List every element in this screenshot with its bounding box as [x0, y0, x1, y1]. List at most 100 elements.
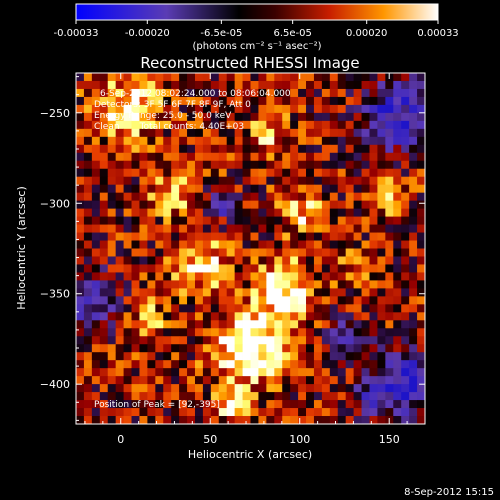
- heatmap-cell: [369, 184, 378, 194]
- heatmap-cell: [258, 232, 267, 241]
- heatmap-cell: [353, 168, 362, 178]
- heatmap-cell: [385, 392, 394, 401]
- heatmap-cell: [393, 360, 402, 369]
- heatmap-cell: [250, 144, 259, 154]
- heatmap-cell: [194, 80, 204, 90]
- heatmap-cell: [361, 104, 370, 114]
- heatmap-cell: [298, 112, 307, 122]
- heatmap-cell: [313, 336, 323, 345]
- heatmap-cell: [131, 304, 140, 313]
- heatmap-cell: [115, 80, 124, 90]
- heatmap-cell: [76, 232, 85, 241]
- heatmap-cell: [329, 280, 339, 289]
- heatmap-cell: [282, 136, 291, 146]
- heatmap-cell: [306, 336, 315, 345]
- heatmap-cell: [76, 376, 85, 385]
- heatmap-cell: [266, 360, 275, 369]
- heatmap-cell: [385, 320, 394, 329]
- heatmap-cell: [123, 128, 132, 138]
- heatmap-cell: [329, 176, 339, 186]
- heatmap-cell: [377, 384, 386, 393]
- heatmap-cell: [242, 192, 251, 202]
- heatmap-cell: [337, 232, 347, 241]
- heatmap-cell: [171, 400, 180, 409]
- heatmap-cell: [306, 256, 315, 265]
- heatmap-cell: [369, 216, 378, 225]
- heatmap-cell: [313, 216, 323, 225]
- heatmap-cell: [313, 272, 323, 281]
- heatmap-cell: [91, 320, 101, 329]
- heatmap-cell: [401, 376, 410, 385]
- heatmap-cell: [83, 136, 93, 146]
- heatmap-cell: [385, 288, 394, 297]
- heatmap-cell: [83, 144, 93, 154]
- heatmap-cell: [401, 128, 410, 138]
- heatmap-cell: [234, 408, 243, 417]
- heatmap-cell: [187, 296, 196, 305]
- heatmap-cell: [131, 112, 140, 122]
- heatmap-cell: [401, 360, 410, 369]
- heatmap-cell: [266, 152, 275, 162]
- heatmap-cell: [202, 280, 212, 289]
- heatmap-cell: [329, 104, 339, 114]
- heatmap-cell: [194, 232, 204, 241]
- heatmap-cell: [194, 176, 204, 186]
- heatmap-cell: [234, 352, 243, 361]
- heatmap-cell: [139, 160, 148, 170]
- heatmap-cell: [139, 272, 148, 281]
- heatmap-cell: [321, 184, 331, 194]
- heatmap-cell: [131, 128, 140, 138]
- heatmap-cell: [226, 192, 236, 202]
- heatmap-cell: [306, 200, 315, 210]
- heatmap-cell: [242, 312, 251, 321]
- heatmap-cell: [202, 304, 212, 313]
- heatmap-cell: [83, 344, 93, 353]
- heatmap-cell: [226, 416, 236, 424]
- heatmap-cell: [171, 120, 180, 130]
- heatmap-cell: [163, 136, 172, 146]
- heatmap-cell: [274, 120, 283, 130]
- heatmap-cell: [306, 240, 315, 249]
- heatmap-cell: [377, 184, 386, 194]
- heatmap-cell: [187, 232, 196, 241]
- heatmap-cell: [266, 104, 275, 114]
- heatmap-cell: [194, 160, 204, 170]
- heatmap-cell: [385, 152, 394, 162]
- heatmap-cell: [313, 392, 323, 401]
- heatmap-cell: [131, 296, 140, 305]
- heatmap-cell: [115, 192, 124, 202]
- heatmap-cell: [282, 112, 291, 122]
- heatmap-cell: [417, 376, 425, 385]
- heatmap-cell: [274, 368, 283, 377]
- heatmap-cell: [210, 336, 220, 345]
- heatmap-cell: [313, 73, 323, 82]
- heatmap-cell: [393, 192, 402, 202]
- heatmap-cell: [329, 328, 339, 337]
- heatmap-cell: [306, 208, 315, 217]
- heatmap-cell: [218, 320, 228, 329]
- heatmap-cell: [361, 392, 370, 401]
- heatmap-cell: [218, 264, 228, 273]
- heatmap-cell: [409, 320, 418, 329]
- heatmap-cell: [123, 392, 132, 401]
- heatmap-cell: [210, 160, 220, 170]
- heatmap-cell: [99, 112, 109, 122]
- heatmap-cell: [345, 104, 355, 114]
- heatmap-cell: [155, 352, 164, 361]
- heatmap-cell: [345, 360, 355, 369]
- heatmap-cell: [171, 152, 180, 162]
- heatmap-cell: [250, 192, 259, 202]
- heatmap-cell: [91, 376, 101, 385]
- heatmap-cell: [91, 336, 101, 345]
- heatmap-cell: [202, 112, 212, 122]
- heatmap-cell: [91, 416, 101, 424]
- heatmap-cell: [234, 240, 243, 249]
- heatmap-cell: [329, 360, 339, 369]
- heatmap-cell: [353, 176, 362, 186]
- heatmap-cell: [274, 320, 283, 329]
- heatmap-cell: [274, 408, 283, 417]
- heatmap-cell: [131, 176, 140, 186]
- heatmap-cell: [194, 360, 204, 369]
- heatmap-cell: [329, 400, 339, 409]
- heatmap-cell: [155, 128, 164, 138]
